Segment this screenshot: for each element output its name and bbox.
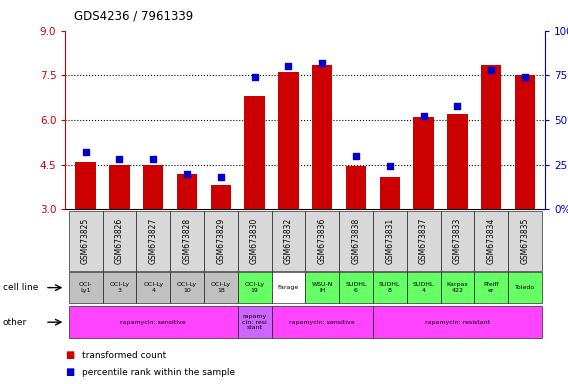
- Text: GSM673831: GSM673831: [385, 218, 394, 264]
- Text: SUDHL
6: SUDHL 6: [345, 282, 367, 293]
- Bar: [211, 185, 231, 209]
- Text: GSM673832: GSM673832: [284, 218, 293, 264]
- Bar: [447, 114, 467, 209]
- Text: Pfeiff
er: Pfeiff er: [483, 282, 499, 293]
- Bar: [474, 211, 508, 271]
- Point: [284, 63, 293, 70]
- Text: GSM673825: GSM673825: [81, 218, 90, 264]
- Bar: [515, 75, 535, 209]
- Bar: [278, 73, 299, 209]
- Bar: [373, 211, 407, 271]
- Text: rapamycin: sensitive: rapamycin: sensitive: [120, 319, 186, 325]
- Bar: [177, 174, 197, 209]
- Text: Toledo: Toledo: [515, 285, 535, 290]
- Bar: [272, 306, 373, 338]
- Point: [352, 153, 361, 159]
- Bar: [306, 211, 339, 271]
- Bar: [204, 272, 237, 303]
- Text: OCI-Ly
19: OCI-Ly 19: [245, 282, 265, 293]
- Point: [81, 149, 90, 155]
- Text: percentile rank within the sample: percentile rank within the sample: [82, 368, 236, 377]
- Bar: [204, 211, 237, 271]
- Bar: [414, 117, 434, 209]
- Bar: [346, 166, 366, 209]
- Bar: [76, 162, 96, 209]
- Bar: [170, 272, 204, 303]
- Text: GDS4236 / 7961339: GDS4236 / 7961339: [74, 10, 193, 23]
- Text: GSM673834: GSM673834: [487, 218, 496, 264]
- Point: [419, 113, 428, 119]
- Bar: [272, 211, 306, 271]
- Bar: [339, 272, 373, 303]
- Text: OCI-Ly
4: OCI-Ly 4: [143, 282, 163, 293]
- Bar: [339, 211, 373, 271]
- Bar: [69, 272, 102, 303]
- Bar: [272, 272, 306, 303]
- Point: [115, 156, 124, 162]
- Bar: [237, 272, 272, 303]
- Text: Farage: Farage: [278, 285, 299, 290]
- Text: other: other: [3, 318, 27, 327]
- Bar: [237, 211, 272, 271]
- Point: [182, 170, 191, 177]
- Bar: [508, 272, 542, 303]
- Bar: [481, 65, 502, 209]
- Point: [250, 74, 259, 80]
- Text: ■: ■: [65, 367, 74, 377]
- Bar: [474, 272, 508, 303]
- Bar: [237, 306, 272, 338]
- Text: SUDHL
8: SUDHL 8: [379, 282, 400, 293]
- Text: rapamycin: resistant: rapamycin: resistant: [425, 319, 490, 325]
- Bar: [244, 96, 265, 209]
- Text: GSM673835: GSM673835: [520, 218, 529, 264]
- Bar: [102, 272, 136, 303]
- Text: transformed count: transformed count: [82, 351, 166, 360]
- Bar: [136, 211, 170, 271]
- Text: OCI-Ly
18: OCI-Ly 18: [211, 282, 231, 293]
- Bar: [306, 272, 339, 303]
- Bar: [508, 211, 542, 271]
- Bar: [136, 272, 170, 303]
- Bar: [102, 211, 136, 271]
- Text: GSM673826: GSM673826: [115, 218, 124, 264]
- Text: GSM673838: GSM673838: [352, 218, 361, 264]
- Bar: [379, 177, 400, 209]
- Bar: [109, 165, 130, 209]
- Text: GSM673833: GSM673833: [453, 218, 462, 264]
- Bar: [312, 65, 332, 209]
- Point: [487, 67, 496, 73]
- Text: OCI-Ly
10: OCI-Ly 10: [177, 282, 197, 293]
- Point: [385, 163, 394, 169]
- Text: GSM673837: GSM673837: [419, 218, 428, 264]
- Text: WSU-N
IH: WSU-N IH: [311, 282, 333, 293]
- Text: OCI-Ly
3: OCI-Ly 3: [109, 282, 130, 293]
- Bar: [373, 272, 407, 303]
- Point: [453, 103, 462, 109]
- Text: GSM673830: GSM673830: [250, 218, 259, 264]
- Bar: [143, 165, 164, 209]
- Text: rapamycin: sensitive: rapamycin: sensitive: [289, 319, 355, 325]
- Bar: [441, 272, 474, 303]
- Point: [318, 60, 327, 66]
- Bar: [69, 306, 237, 338]
- Bar: [170, 211, 204, 271]
- Text: rapamy
cin: resi
stant: rapamy cin: resi stant: [242, 314, 267, 331]
- Point: [216, 174, 225, 180]
- Text: GSM673828: GSM673828: [182, 218, 191, 264]
- Bar: [69, 211, 102, 271]
- Text: cell line: cell line: [3, 283, 38, 292]
- Text: OCI-
Ly1: OCI- Ly1: [79, 282, 93, 293]
- Text: GSM673836: GSM673836: [318, 218, 327, 264]
- Point: [149, 156, 158, 162]
- Text: GSM673827: GSM673827: [149, 218, 158, 264]
- Text: SUDHL
4: SUDHL 4: [413, 282, 435, 293]
- Text: GSM673829: GSM673829: [216, 218, 225, 264]
- Text: Karpas
422: Karpas 422: [446, 282, 468, 293]
- Bar: [373, 306, 542, 338]
- Bar: [407, 272, 441, 303]
- Bar: [407, 211, 441, 271]
- Bar: [441, 211, 474, 271]
- Point: [520, 74, 529, 80]
- Text: ■: ■: [65, 350, 74, 360]
